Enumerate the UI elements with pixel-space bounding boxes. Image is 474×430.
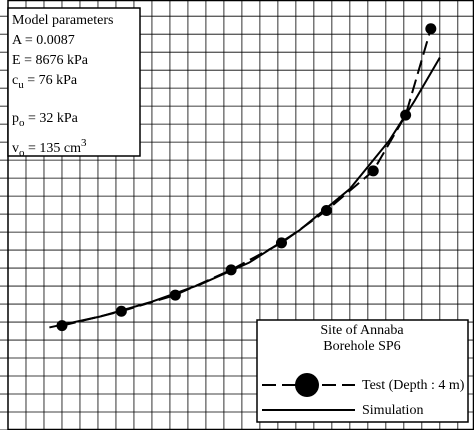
parameter-text: = 32 kPa <box>25 111 79 126</box>
parameter-text: = 0.0087 <box>21 33 74 48</box>
parameter-symbol: E <box>12 53 21 68</box>
data-point <box>425 23 437 35</box>
parameter-symbol: A <box>12 33 23 48</box>
series-line <box>49 57 441 329</box>
parameter-subscript: o <box>19 147 25 159</box>
parameter-text: = 76 kPa <box>24 73 78 88</box>
parameter-symbol: c <box>12 73 18 88</box>
parameters-box <box>7 7 141 157</box>
parameter-symbol: v <box>12 141 19 156</box>
parameter-superscript: 3 <box>81 137 87 149</box>
legend-label: Simulation <box>362 403 423 418</box>
parameter: E = 8676 kPa <box>12 53 89 68</box>
parameters-title: Model parameters <box>12 13 113 28</box>
data-point <box>367 165 379 177</box>
parameter-subscript: u <box>18 79 24 91</box>
parameter-symbol: p <box>12 111 19 126</box>
parameter: A = 0.0087 <box>12 33 75 48</box>
parameter: po = 32 kPa <box>12 111 79 129</box>
legend-marker <box>295 373 319 397</box>
parameter-text: = 135 cm <box>25 141 82 156</box>
parameter-text: = 8676 kPa <box>21 53 89 68</box>
legend-label: Test (Depth : 4 m) <box>362 378 465 393</box>
legend-title: Site of Annaba <box>320 323 404 338</box>
data-point <box>320 205 332 217</box>
parameter-subscript: o <box>19 117 25 129</box>
legend-title: Borehole SP6 <box>323 339 400 354</box>
legend-box <box>256 319 469 423</box>
parameter: cu = 76 kPa <box>12 73 78 91</box>
parameter: vo = 135 cm3 <box>12 137 87 159</box>
